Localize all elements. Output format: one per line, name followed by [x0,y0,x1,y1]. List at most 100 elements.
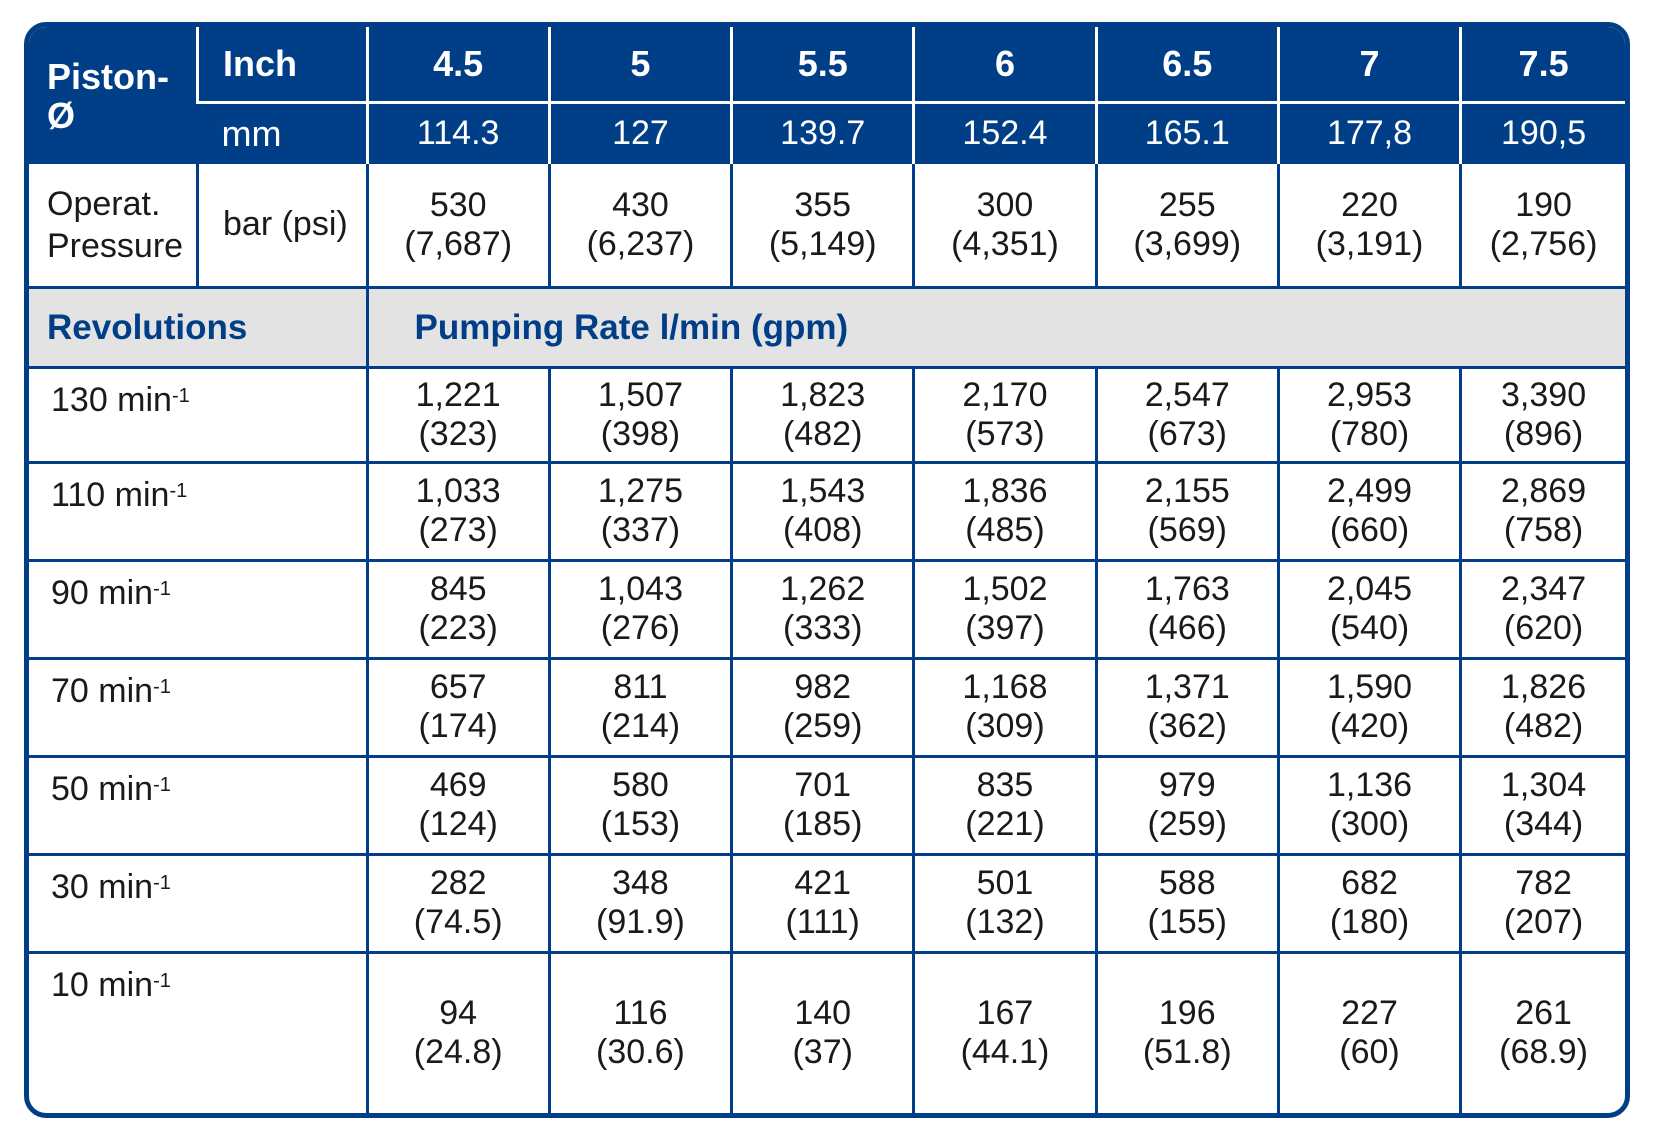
rate-gpm: (896) [1503,414,1584,453]
rate-lpm: 1,275 [597,472,683,510]
rate-lpm: 835 [976,766,1034,804]
mm-value: 165.1 [1094,100,1279,164]
rate-gpm: (259) [783,707,863,745]
rate-cell: 1,275 (337) [547,460,732,560]
rate-lpm: 1,823 [780,375,866,414]
revolutions-cell: 50 min-1 [29,754,368,854]
rate-lpm: 1,371 [1144,668,1230,706]
rate-cell: 501 (132) [912,852,1097,952]
rate-cell: 1,836 (485) [912,460,1097,560]
rate-lpm: 501 [976,864,1034,902]
rate-gpm: (91.9) [596,903,685,941]
rate-lpm: 1,590 [1326,668,1413,706]
rate-lpm: 2,499 [1326,472,1413,510]
rate-lpm: 469 [429,766,487,804]
pressure-bar: 430 [612,185,669,224]
rate-gpm: (482) [783,414,863,453]
rate-gpm: (24.8) [413,1033,503,1072]
revolutions-cell: 110 min-1 [29,460,368,560]
pressure-label: Operat. Pressure [29,164,198,287]
rate-cell: 261 (68.9) [1459,950,1625,1113]
mm-unit-label: mm [197,100,368,164]
rate-lpm: 1,168 [962,668,1048,706]
inch-value: 4.5 [365,27,550,102]
rate-cell: 1,033 (273) [365,460,550,560]
rate-cell: 2,155 (569) [1094,460,1279,560]
pressure-bar: 355 [794,185,852,224]
rate-cell: 1,221 (323) [365,365,550,462]
rate-cell: 1,826 (482) [1459,656,1625,756]
rate-cell: 1,543 (408) [730,460,914,560]
rate-cell: 167 (44.1) [912,950,1097,1113]
rate-gpm: (44.1) [960,1033,1050,1072]
rate-gpm: (223) [418,609,498,647]
rate-gpm: (259) [1147,805,1227,843]
rate-gpm: (155) [1147,903,1227,941]
revolutions-cell: 70 min-1 [29,656,368,756]
inch-value: 6.5 [1094,27,1279,102]
rate-cell: 282 (74.5) [365,852,550,952]
pressure-bar: 255 [1158,185,1216,224]
rate-gpm: (398) [600,414,681,453]
pressure-psi: (3,191) [1315,224,1424,263]
rate-cell: 982 (259) [730,656,914,756]
pressure-label-line1: Operat. [47,184,161,223]
rate-gpm: (132) [965,903,1045,941]
rate-cell: 1,371 (362) [1094,656,1279,756]
rate-gpm: (309) [965,707,1045,745]
rate-cell: 588 (155) [1094,852,1279,952]
rate-lpm: 701 [794,766,852,804]
rate-gpm: (620) [1503,609,1584,647]
rate-gpm: (466) [1147,609,1227,647]
rate-gpm: (180) [1329,903,1410,941]
exponent: -1 [169,479,188,502]
rate-lpm: 682 [1341,864,1398,902]
rate-gpm: (482) [1503,707,1584,745]
rate-cell: 845 (223) [365,558,550,658]
pressure-bar: 300 [976,185,1034,224]
revolutions-cell: 130 min-1 [29,365,368,462]
table-row: 130 min-1 1,221 (323) 1,507 (398) 1,823 (48… [29,365,1625,462]
rate-cell: 2,347 (620) [1459,558,1625,658]
rate-cell: 1,590 (420) [1276,656,1461,756]
rate-lpm: 1,221 [415,375,501,414]
rate-gpm: (344) [1503,805,1584,843]
pressure-row: Operat. Pressure bar (psi) 530 (7,687) 4… [29,164,1625,287]
rate-cell: 782 (207) [1459,852,1625,952]
rate-cell: 3,390 (896) [1459,365,1625,462]
exponent: -1 [171,384,190,407]
rate-lpm: 982 [794,668,852,706]
table-row: 90 min-1 845 (223) 1,043 (276) 1,262 (333) … [29,558,1625,658]
rate-gpm: (673) [1147,414,1227,453]
rate-lpm: 2,045 [1326,570,1413,608]
rate-gpm: (214) [600,707,681,745]
rate-cell: 2,499 (660) [1276,460,1461,560]
pressure-cell: 355 (5,149) [730,164,914,287]
rate-lpm: 1,543 [780,472,866,510]
rate-cell: 682 (180) [1276,852,1461,952]
rate-lpm: 196 [1158,994,1216,1033]
rate-lpm: 3,390 [1501,375,1587,414]
pressure-psi: (7,687) [404,224,513,263]
rate-lpm: 2,953 [1326,375,1413,414]
table-row: 30 min-1 282 (74.5) 348 (91.9) 421 (111) 50… [29,852,1625,952]
rate-cell: 1,304 (344) [1459,754,1625,854]
rate-cell: 469 (124) [365,754,550,854]
revolutions-value: 130 min [51,380,172,419]
rate-lpm: 2,155 [1144,472,1230,510]
rate-lpm: 1,043 [597,570,683,608]
table-row: 110 min-1 1,033 (273) 1,275 (337) 1,543 (40… [29,460,1625,560]
table-row: 10 min-1 94 (24.8) 116 (30.6) 140 (37) 167(… [29,950,1625,1113]
rate-gpm: (124) [418,805,498,843]
rate-gpm: (660) [1329,511,1410,549]
header-row-inch: Piston-Ø Inch 4.5 5 5.5 6 6.5 7 7.5 [29,27,1625,164]
rate-gpm: (276) [600,609,681,647]
rate-cell: 1,043 (276) [547,558,732,658]
rate-gpm: (221) [965,805,1045,843]
rate-gpm: (573) [965,414,1045,453]
rate-lpm: 1,507 [597,375,683,414]
rate-gpm: (485) [965,511,1045,549]
pressure-cell: 300 (4,351) [912,164,1097,287]
rate-lpm: 421 [794,864,852,902]
rate-cell: 421 (111) [730,852,914,952]
